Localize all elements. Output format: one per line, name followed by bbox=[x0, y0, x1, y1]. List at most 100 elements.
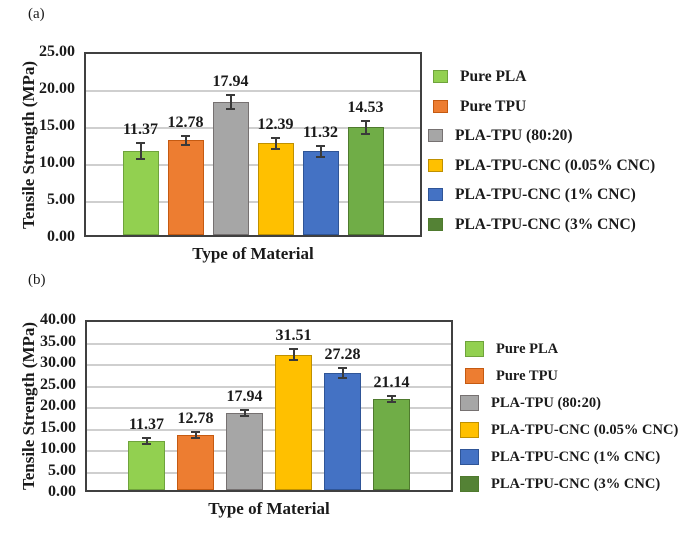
bar-group-pure-tpu: 12.78 bbox=[177, 322, 214, 490]
legend-swatch bbox=[460, 422, 479, 438]
bar-group-pla-tpu-cnc-1-cnc: 11.32 bbox=[302, 54, 339, 235]
legend-label: Pure TPU bbox=[496, 367, 558, 384]
bar-value-label: 12.78 bbox=[167, 113, 204, 131]
legend-item-pla-tpu-cnc-3-cnc: PLA-TPU-CNC (3% CNC) bbox=[428, 215, 655, 233]
error-bar-cap bbox=[289, 359, 298, 362]
error-bar bbox=[390, 394, 393, 404]
error-bar-cap bbox=[316, 144, 325, 147]
error-bar-cap bbox=[361, 132, 370, 135]
bar-value-label: 11.32 bbox=[302, 123, 339, 141]
error-bar bbox=[341, 366, 344, 379]
chart-panel-b: (b) Tensile Strength (MPa) 0.00 5.00 10.00… bbox=[0, 266, 700, 533]
error-bar bbox=[274, 136, 277, 150]
y-tick-label: 5.00 bbox=[47, 191, 75, 208]
plot-area: 11.37 12.78 17.94 12.39 11.32 14.53 bbox=[84, 52, 422, 237]
y-tick-label: 20.00 bbox=[39, 80, 75, 97]
error-bar-cap bbox=[226, 108, 235, 111]
legend: Pure PLA Pure TPU PLA-TPU (80:20) PLA-TPU-C… bbox=[428, 69, 655, 246]
bar-pla-tpu-80-20 bbox=[212, 102, 249, 235]
error-bar-cap bbox=[181, 134, 190, 137]
legend-item-pla-tpu-cnc-1-cnc: PLA-TPU-CNC (1% CNC) bbox=[460, 449, 678, 465]
gridline bbox=[87, 342, 451, 345]
bar-pure-pla bbox=[122, 150, 159, 235]
legend-item-pure-tpu: Pure TPU bbox=[460, 368, 678, 384]
bar-group-pla-tpu-cnc-3-cnc: 14.53 bbox=[347, 54, 384, 235]
bar-value-label: 12.39 bbox=[257, 115, 294, 133]
y-tick-label: 0.00 bbox=[47, 228, 75, 245]
error-bar-cap bbox=[387, 401, 396, 404]
error-bar-cap bbox=[289, 347, 298, 350]
legend-swatch bbox=[465, 368, 484, 384]
legend-label: PLA-TPU-CNC (0.05% CNC) bbox=[491, 421, 679, 438]
legend-item-pla-tpu-80-20: PLA-TPU (80:20) bbox=[460, 395, 678, 411]
x-axis-title: Type of Material bbox=[192, 244, 314, 263]
plot-area: 11.37 12.78 17.94 31.51 27.28 21.14 bbox=[85, 320, 453, 492]
legend-label: PLA-TPU-CNC (3% CNC) bbox=[455, 215, 636, 233]
legend-swatch bbox=[460, 395, 479, 411]
bar-pla-tpu-cnc-3-cnc bbox=[373, 399, 410, 490]
legend-label: PLA-TPU-CNC (3% CNC) bbox=[491, 475, 661, 492]
chart-panel-a: (a) Tensile Strength (MPa) 0.00 5.00 10.00… bbox=[0, 0, 700, 266]
bar-value-label: 27.28 bbox=[324, 345, 361, 363]
bar-value-label: 12.78 bbox=[177, 409, 214, 427]
y-tick-label: 35.00 bbox=[40, 332, 76, 350]
bar-group-pla-tpu-80-20: 17.94 bbox=[226, 322, 263, 490]
legend-swatch bbox=[460, 449, 479, 465]
gridline bbox=[87, 471, 451, 474]
bar-pure-tpu bbox=[177, 435, 214, 490]
y-tick-label: 30.00 bbox=[40, 354, 76, 371]
legend: Pure PLA Pure TPU PLA-TPU (80:20) PLA-TPU-C… bbox=[460, 341, 678, 503]
error-bar-cap bbox=[338, 376, 347, 379]
bar-value-label: 11.37 bbox=[122, 120, 159, 138]
y-axis-ticks: 0.00 5.00 10.00 15.00 20.00 25.00 30.00 35.00 40… bbox=[0, 312, 76, 500]
bar-pure-pla bbox=[128, 441, 165, 490]
bar-group-pure-tpu: 12.78 bbox=[167, 54, 204, 235]
y-tick-label: 25.00 bbox=[40, 375, 76, 393]
bar-pure-tpu bbox=[167, 140, 204, 235]
bar-group-pla-tpu-80-20: 17.94 bbox=[212, 54, 249, 235]
gridline bbox=[86, 164, 420, 166]
legend-item-pla-tpu-cnc-0-05-cnc: PLA-TPU-CNC (0.05% CNC) bbox=[428, 157, 655, 174]
bar-value-label: 21.14 bbox=[373, 373, 410, 391]
gridline bbox=[87, 450, 451, 452]
bar-value-label: 17.94 bbox=[226, 387, 263, 405]
y-tick-label: 15.00 bbox=[39, 117, 75, 134]
error-bar-cap bbox=[271, 147, 280, 150]
bar-group-pla-tpu-cnc-0-05-cnc: 31.51 bbox=[275, 322, 312, 490]
y-tick-label: 25.00 bbox=[39, 43, 75, 60]
error-bar-cap bbox=[191, 430, 200, 433]
legend-label: Pure TPU bbox=[460, 97, 527, 115]
legend-label: Pure PLA bbox=[496, 340, 559, 357]
bar-value-label: 17.94 bbox=[212, 73, 249, 91]
error-bar-cap bbox=[136, 157, 145, 160]
legend-item-pure-pla: Pure PLA bbox=[460, 341, 678, 357]
legend-label: PLA-TPU-CNC (1% CNC) bbox=[455, 186, 636, 203]
bar-pla-tpu-cnc-0-05-cnc bbox=[257, 143, 294, 235]
bar-value-label: 14.53 bbox=[347, 99, 384, 117]
bar-group-pure-pla: 11.37 bbox=[122, 54, 159, 235]
error-bar-cap bbox=[240, 415, 249, 418]
bar-pla-tpu-80-20 bbox=[226, 412, 263, 490]
bar-pla-tpu-cnc-1-cnc bbox=[302, 151, 339, 235]
error-bar bbox=[139, 142, 142, 160]
legend-swatch bbox=[433, 70, 448, 84]
gridline bbox=[87, 428, 451, 431]
legend-item-pla-tpu-cnc-3-cnc: PLA-TPU-CNC (3% CNC) bbox=[460, 476, 678, 492]
legend-swatch bbox=[460, 476, 479, 492]
legend-label: PLA-TPU (80:20) bbox=[491, 394, 601, 411]
legend-label: PLA-TPU-CNC (1% CNC) bbox=[491, 448, 661, 465]
legend-swatch bbox=[433, 99, 448, 113]
panel-label-b: (b) bbox=[28, 272, 46, 288]
gridline bbox=[87, 407, 451, 409]
legend-label: PLA-TPU (80:20) bbox=[455, 127, 573, 144]
legend-swatch bbox=[465, 341, 484, 357]
legend-item-pla-tpu-cnc-1-cnc: PLA-TPU-CNC (1% CNC) bbox=[428, 187, 655, 203]
legend-swatch bbox=[428, 188, 443, 202]
error-bar bbox=[319, 144, 322, 158]
error-bar-cap bbox=[181, 144, 190, 147]
error-bar-cap bbox=[226, 94, 235, 97]
bar-value-label: 31.51 bbox=[275, 326, 312, 344]
error-bar-cap bbox=[338, 366, 347, 369]
y-tick-label: 40.00 bbox=[40, 311, 76, 328]
x-axis-title: Type of Material bbox=[208, 499, 330, 518]
